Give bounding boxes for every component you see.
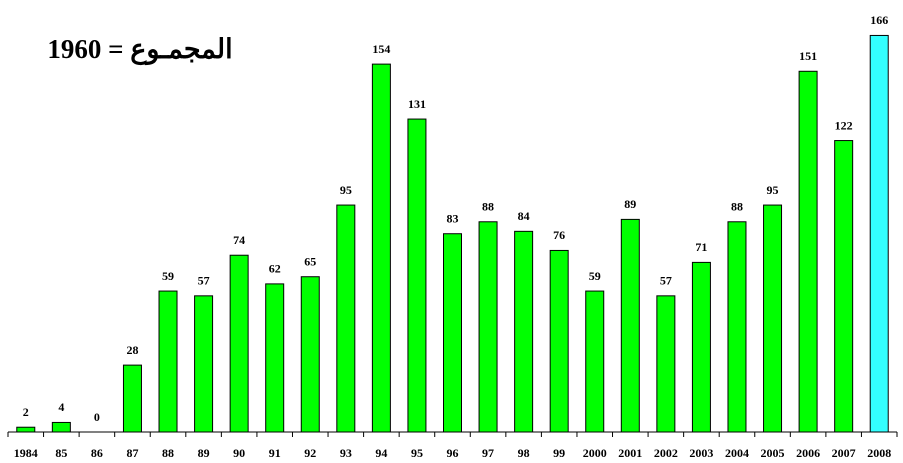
value-label: 59 [162,269,174,283]
value-label: 151 [799,49,817,63]
value-label: 122 [835,118,853,132]
x-tick-label: 87 [126,446,138,460]
value-label: 71 [695,240,707,254]
x-tick-label: 91 [269,446,281,460]
x-tick-label: 99 [553,446,565,460]
x-tick-label: 97 [482,446,494,460]
bar [443,233,462,433]
bar [158,290,178,433]
value-label: 88 [731,200,743,214]
x-tick-label: 2004 [725,446,749,460]
bar [194,295,214,433]
bar [727,221,747,433]
value-label: 57 [198,274,210,288]
value-label: 88 [482,200,494,214]
value-label: 89 [624,197,636,211]
x-tick-label: 2008 [867,446,891,460]
x-tick-label: 2000 [583,446,607,460]
x-tick-label: 96 [447,446,459,460]
x-tick-label: 88 [162,446,174,460]
bar [798,70,818,433]
x-tick-label: 95 [411,446,423,460]
x-tick-label: 86 [91,446,103,460]
x-tick-label: 90 [233,446,245,460]
bar [763,204,783,433]
bar [549,249,569,433]
chart-title: المجمـوع = 1960 [47,34,233,64]
x-tick-label: 93 [340,446,352,460]
x-tick-label: 1984 [14,446,38,460]
bar [122,364,142,433]
value-label: 84 [518,209,530,223]
x-tick-label: 98 [518,446,530,460]
bar [869,34,889,433]
value-label: 131 [408,97,426,111]
bar [336,204,356,433]
x-tick-label: 2001 [618,446,642,460]
value-label: 57 [660,274,672,288]
bar [300,276,320,433]
bar [585,290,605,433]
x-tick-label: 2007 [832,446,856,460]
value-label: 0 [94,410,100,424]
value-label: 83 [447,211,459,225]
bar [691,261,711,433]
bar [16,426,36,433]
value-label: 154 [372,42,390,56]
value-label: 76 [553,228,565,242]
value-label: 74 [233,233,245,247]
value-label: 65 [304,254,316,268]
bar [478,221,498,433]
value-label: 95 [340,183,352,197]
value-label: 2 [23,405,29,419]
x-tick-label: 89 [198,446,210,460]
bar [51,421,71,433]
x-tick-label: 85 [55,446,67,460]
bar [229,254,249,433]
value-label: 4 [58,400,64,414]
value-label: 166 [870,13,888,27]
x-tick-label: 2005 [761,446,785,460]
value-label: 28 [126,343,138,357]
x-tick-label: 2003 [689,446,713,460]
bar [514,230,534,433]
value-label: 59 [589,269,601,283]
x-tick-label: 2006 [796,446,820,460]
value-label: 95 [767,183,779,197]
value-label: 62 [269,262,281,276]
bar [265,283,285,433]
bar [834,140,854,433]
bar [656,295,676,433]
bar [620,218,640,433]
x-tick-label: 2002 [654,446,678,460]
x-tick-label: 94 [375,446,387,460]
x-tick-label: 92 [304,446,316,460]
bar [407,118,427,433]
bar [371,63,391,433]
